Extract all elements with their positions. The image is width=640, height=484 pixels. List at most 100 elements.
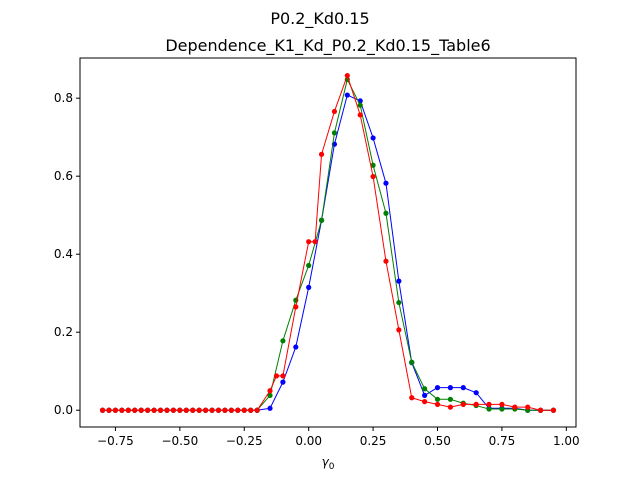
data-point <box>486 401 492 407</box>
data-point <box>138 407 144 413</box>
data-point <box>473 390 479 396</box>
data-point <box>550 407 557 413</box>
x-tick-label: 0.25 <box>360 434 387 448</box>
series-layer <box>99 72 557 413</box>
data-point <box>357 102 363 108</box>
data-point <box>537 407 544 413</box>
data-point <box>422 399 428 405</box>
data-point <box>396 278 402 284</box>
x-tick-label: −0.50 <box>161 434 198 448</box>
data-point <box>132 407 138 413</box>
data-point <box>357 112 363 118</box>
data-point <box>396 299 402 306</box>
data-point <box>370 162 376 168</box>
data-point <box>396 327 402 333</box>
data-point <box>409 359 415 365</box>
figure-suptitle: P0.2_Kd0.15 <box>270 9 369 29</box>
data-point <box>267 405 273 411</box>
data-point <box>306 239 312 245</box>
x-tick-label: 0.75 <box>489 434 516 448</box>
data-point <box>447 385 453 391</box>
data-point <box>422 386 428 392</box>
data-point <box>151 407 157 413</box>
x-tick-label: 1.00 <box>553 434 580 448</box>
data-point <box>183 407 189 413</box>
data-point <box>203 407 209 413</box>
y-tick-label: 0.6 <box>54 169 73 183</box>
x-axis-label-symbol: γ <box>322 455 330 469</box>
data-point <box>447 396 453 402</box>
data-point <box>499 401 505 407</box>
data-point <box>112 407 119 413</box>
plot-frame <box>79 57 577 428</box>
data-point <box>486 406 492 412</box>
data-point <box>383 180 389 186</box>
data-point <box>383 210 389 216</box>
data-point <box>196 407 202 413</box>
data-point <box>241 407 247 413</box>
data-point <box>512 404 518 410</box>
data-point <box>190 407 196 413</box>
data-point <box>370 135 376 141</box>
data-point <box>499 406 505 412</box>
data-point <box>254 407 260 413</box>
data-point <box>434 385 441 391</box>
y-tick-label: 0.0 <box>54 403 73 417</box>
data-point <box>434 401 441 407</box>
data-point <box>306 284 312 290</box>
data-point <box>312 239 318 245</box>
series-2 <box>99 72 557 413</box>
data-point <box>306 262 312 269</box>
data-point <box>422 392 428 399</box>
data-point <box>473 401 479 407</box>
data-point <box>267 388 273 394</box>
data-point <box>344 72 350 79</box>
data-point <box>331 108 338 115</box>
data-point <box>248 407 254 413</box>
x-axis: −0.75 −0.50 −0.25 0.00 0.25 0.50 0.75 1.00 <box>97 427 580 448</box>
data-point <box>273 373 280 379</box>
y-tick-label: 0.2 <box>54 325 73 339</box>
data-point <box>235 407 241 413</box>
data-point <box>280 379 286 385</box>
data-point <box>119 407 125 413</box>
data-point <box>99 407 106 413</box>
data-point <box>222 407 228 413</box>
data-point <box>344 92 350 98</box>
data-point <box>145 407 151 413</box>
data-point <box>280 338 286 344</box>
data-point <box>177 407 183 413</box>
data-point <box>215 407 222 413</box>
data-point <box>383 258 389 264</box>
data-point <box>228 407 234 413</box>
data-point <box>209 407 215 413</box>
data-point <box>280 373 286 379</box>
data-point <box>170 407 177 413</box>
data-point <box>525 404 531 410</box>
x-tick-label: −0.25 <box>226 434 263 448</box>
chart-title: Dependence_K1_Kd_P0.2_Kd0.15_Table6 <box>165 36 490 56</box>
data-point <box>460 401 466 407</box>
data-point <box>434 396 441 402</box>
data-point <box>331 130 338 136</box>
data-point <box>293 304 299 310</box>
data-point <box>293 344 299 350</box>
data-point <box>125 407 131 413</box>
x-tick-label: 0.00 <box>295 434 322 448</box>
data-point <box>318 151 325 157</box>
data-point <box>460 385 466 391</box>
data-point <box>447 404 453 410</box>
y-tick-label: 0.4 <box>54 247 73 261</box>
data-point <box>318 217 325 223</box>
x-tick-label: −0.75 <box>97 434 134 448</box>
data-point <box>164 407 170 413</box>
data-point <box>370 173 376 180</box>
y-tick-label: 0.8 <box>54 91 73 105</box>
y-axis: 0.0 0.2 0.4 0.6 0.8 <box>54 91 80 417</box>
data-point <box>267 392 273 399</box>
data-point <box>409 395 415 401</box>
data-point <box>157 407 164 413</box>
